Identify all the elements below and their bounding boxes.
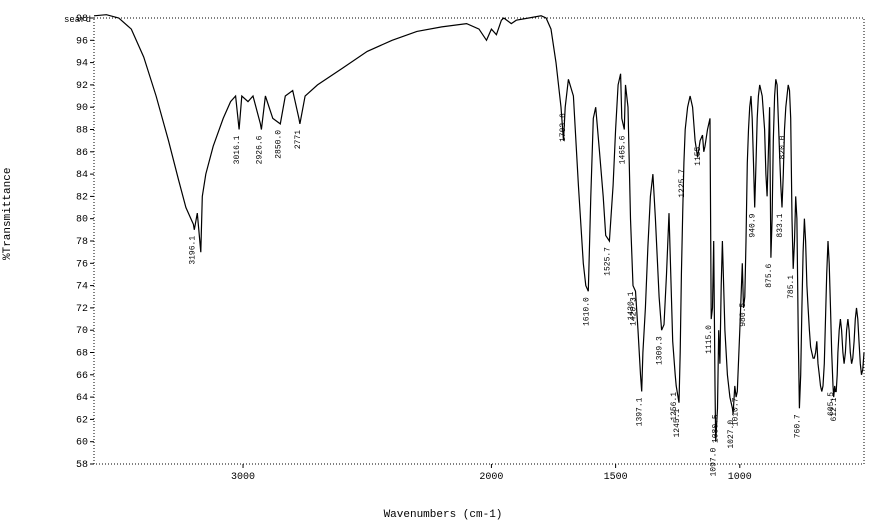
trough-label: 1309.3 xyxy=(656,336,665,365)
svg-text:68: 68 xyxy=(76,349,88,360)
trough-label: 2926.6 xyxy=(255,135,264,164)
x-axis-label: Wavenumbers (cm-1) xyxy=(0,509,886,521)
svg-text:2000: 2000 xyxy=(479,472,503,483)
trough-label: 1245.1 xyxy=(673,408,682,437)
trough-label: 1155 xyxy=(694,146,703,165)
svg-text:72: 72 xyxy=(76,304,88,315)
svg-text:84: 84 xyxy=(76,170,88,181)
svg-text:96: 96 xyxy=(76,36,88,47)
svg-text:58: 58 xyxy=(76,460,88,471)
svg-text:92: 92 xyxy=(76,81,88,92)
trough-label: 1525.7 xyxy=(603,247,612,276)
svg-text:76: 76 xyxy=(76,259,88,270)
trough-label: 1010.7 xyxy=(731,397,740,426)
trough-label: 833.1 xyxy=(776,213,785,237)
trough-label: 875.6 xyxy=(765,264,774,288)
svg-text:60: 60 xyxy=(76,438,88,449)
trough-label: 1703.6 xyxy=(559,113,568,142)
svg-text:1500: 1500 xyxy=(604,472,628,483)
trough-label: 3196.1 xyxy=(188,236,197,265)
trough-label: 612.1 xyxy=(830,397,839,421)
svg-text:3000: 3000 xyxy=(231,472,255,483)
trough-label: 1225.7 xyxy=(678,169,687,198)
trough-label: 2850.0 xyxy=(274,130,283,159)
trough-label: 2771 xyxy=(294,130,303,149)
svg-text:1000: 1000 xyxy=(728,472,752,483)
svg-text:82: 82 xyxy=(76,192,88,203)
trough-label: 1115.0 xyxy=(705,325,714,354)
trough-label: 1420-3 xyxy=(629,297,638,326)
trough-label: 820.0 xyxy=(779,135,788,159)
chart-container: %Transmittance Wavenumbers (cm-1) 58 60 62… xyxy=(0,0,886,523)
trough-label: 1080.5 xyxy=(711,414,720,443)
trough-label: 980.5 xyxy=(739,303,748,327)
svg-text:80: 80 xyxy=(76,215,88,226)
spectrum-plot: 58 60 62 64 66 68 70 72 74 76 78 80 82 84 86 88 90 92 94 96… xyxy=(60,12,870,492)
svg-text:78: 78 xyxy=(76,237,88,248)
trough-label: 1465.6 xyxy=(618,135,627,164)
svg-text:94: 94 xyxy=(76,59,88,70)
svg-text:88: 88 xyxy=(76,126,88,137)
svg-text:62: 62 xyxy=(76,415,88,426)
trough-label: 3016.1 xyxy=(233,135,242,164)
corner-label: seard xyxy=(64,15,91,25)
svg-text:90: 90 xyxy=(76,103,88,114)
trough-label: 1610.0 xyxy=(582,297,591,326)
trough-label: 785.1 xyxy=(787,275,796,299)
trough-label: 1397.1 xyxy=(636,397,645,426)
svg-text:74: 74 xyxy=(76,282,88,293)
trough-label: 1097.0 xyxy=(710,448,719,477)
svg-text:86: 86 xyxy=(76,148,88,159)
y-axis-label: %Transmittance xyxy=(2,168,14,260)
trough-label: 760.7 xyxy=(793,414,802,438)
svg-text:70: 70 xyxy=(76,326,88,337)
svg-text:64: 64 xyxy=(76,393,88,404)
svg-text:66: 66 xyxy=(76,371,88,382)
trough-label: 940.9 xyxy=(749,213,758,237)
